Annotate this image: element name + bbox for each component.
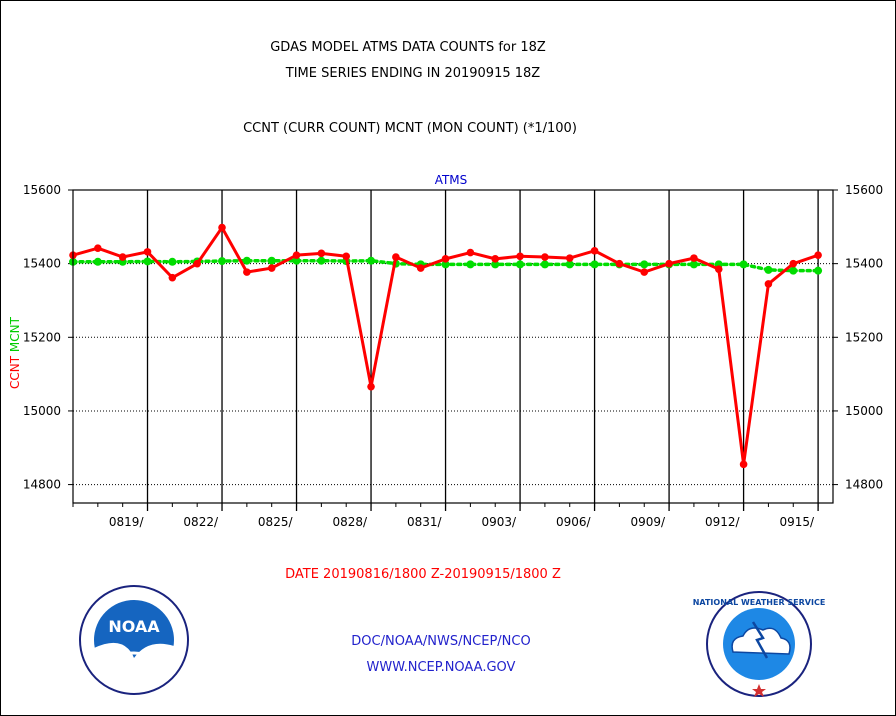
data-point-mcnt [292, 256, 301, 265]
data-point-mcnt [441, 260, 450, 269]
data-point-mcnt [764, 265, 773, 274]
data-point-ccnt [317, 249, 326, 258]
y-tick-label: 14800 [23, 478, 61, 492]
org-name: DOC/NOAA/NWS/NCEP/NCO [351, 634, 530, 649]
data-point-ccnt [814, 251, 822, 259]
x-tick-label: 0906/ [556, 515, 592, 529]
data-point-ccnt [118, 253, 127, 261]
y-tick-label-right: 15600 [845, 183, 883, 197]
data-point-mcnt [565, 260, 574, 269]
y-tick-label: 15200 [23, 330, 61, 344]
data-point-ccnt [94, 244, 102, 252]
data-point-ccnt [541, 253, 549, 261]
data-point-mcnt [466, 260, 475, 269]
plot-series [69, 223, 823, 469]
data-point-mcnt [689, 260, 698, 269]
x-tick-label: 0825/ [258, 515, 294, 529]
data-point-mcnt [590, 260, 599, 269]
data-point-ccnt [441, 255, 450, 263]
x-tick-label: 0903/ [481, 515, 517, 529]
y-tick-labels: 14800 14800 15000 15000 15200 15200 15400 15400… [23, 183, 883, 492]
data-point-mcnt [367, 256, 376, 265]
nws-logo: NATIONAL WEATHER SERVICE [693, 591, 826, 697]
data-point-ccnt [491, 255, 500, 263]
y-tick-label: 15400 [23, 257, 61, 271]
data-point-mcnt [540, 260, 549, 269]
data-point-ccnt [640, 268, 649, 276]
data-point-ccnt [714, 265, 723, 273]
star-icon [752, 684, 766, 697]
data-point-mcnt [218, 257, 227, 266]
nws-logo-text: NATIONAL WEATHER SERVICE [693, 598, 826, 607]
data-point-ccnt [267, 264, 276, 272]
plot-title: ATMS [435, 173, 468, 187]
data-point-ccnt [739, 460, 748, 469]
x-tick-label: 0912/ [705, 515, 741, 529]
data-point-ccnt [565, 254, 574, 262]
data-point-ccnt [416, 264, 425, 272]
y-tick-label-right: 15000 [845, 404, 883, 418]
x-tick-label: 0819/ [109, 515, 145, 529]
y-axis-label-ccnt: CCNT [8, 355, 22, 389]
noaa-logo: NOAA [79, 585, 189, 695]
data-point-ccnt [193, 259, 201, 268]
noaa-logo-text: NOAA [108, 617, 160, 636]
plot-frame [72, 189, 834, 504]
y-tick-label: 15600 [23, 183, 61, 197]
data-point-mcnt [516, 260, 525, 269]
data-point-ccnt [615, 259, 624, 268]
data-point-mcnt [317, 256, 326, 265]
data-point-ccnt [690, 254, 698, 262]
data-point-mcnt [739, 260, 748, 269]
data-point-ccnt [243, 268, 251, 276]
chart-title-line2: TIME SERIES ENDING IN 20190915 18Z [285, 66, 541, 81]
data-point-ccnt [292, 251, 301, 259]
chart-title-line1: GDAS MODEL ATMS DATA COUNTS for 18Z [270, 40, 546, 55]
x-tick-label: 0828/ [332, 515, 368, 529]
x-axis-label: DATE 20190816/1800 Z-20190915/1800 Z [285, 567, 561, 582]
data-point-ccnt [466, 248, 475, 257]
y-axis-label-mcnt: MCNT [8, 316, 22, 352]
x-tick-label: 0915/ [780, 515, 816, 529]
chart-subtitle: CCNT (CURR COUNT) MCNT (MON COUNT) (*1/1… [243, 121, 577, 136]
x-tick-label: 0831/ [407, 515, 443, 529]
data-point-ccnt [516, 252, 524, 261]
x-tick-label: 0909/ [630, 515, 666, 529]
data-point-mcnt [168, 257, 177, 266]
y-tick-label-right: 15400 [845, 257, 883, 271]
data-point-ccnt [789, 259, 798, 268]
y-tick-label: 15000 [23, 404, 61, 418]
y-axis-label: CCNT MCNT [8, 316, 22, 389]
data-point-ccnt [764, 280, 773, 288]
data-point-mcnt [242, 256, 251, 265]
data-point-ccnt [367, 382, 375, 391]
y-tick-label-right: 14800 [845, 478, 883, 492]
data-point-mcnt [491, 260, 500, 269]
data-point-mcnt [93, 257, 102, 266]
data-point-ccnt [392, 253, 400, 261]
data-point-ccnt [143, 248, 152, 256]
data-point-ccnt [218, 223, 226, 232]
x-tick-labels: 0819/0822/0825/0828/0831/0903/0906/0909/… [109, 515, 815, 529]
data-point-mcnt [267, 256, 276, 265]
data-point-mcnt [814, 266, 823, 275]
data-point-ccnt [665, 259, 673, 268]
data-point-mcnt [789, 266, 798, 275]
data-point-ccnt [590, 246, 599, 255]
org-url[interactable]: WWW.NCEP.NOAA.GOV [367, 660, 516, 675]
data-point-mcnt [143, 257, 152, 266]
y-tick-label-right: 15200 [845, 330, 883, 344]
data-point-mcnt [640, 260, 649, 269]
x-tick-label: 0822/ [183, 515, 219, 529]
data-point-ccnt [342, 252, 351, 261]
data-point-ccnt [168, 273, 177, 282]
